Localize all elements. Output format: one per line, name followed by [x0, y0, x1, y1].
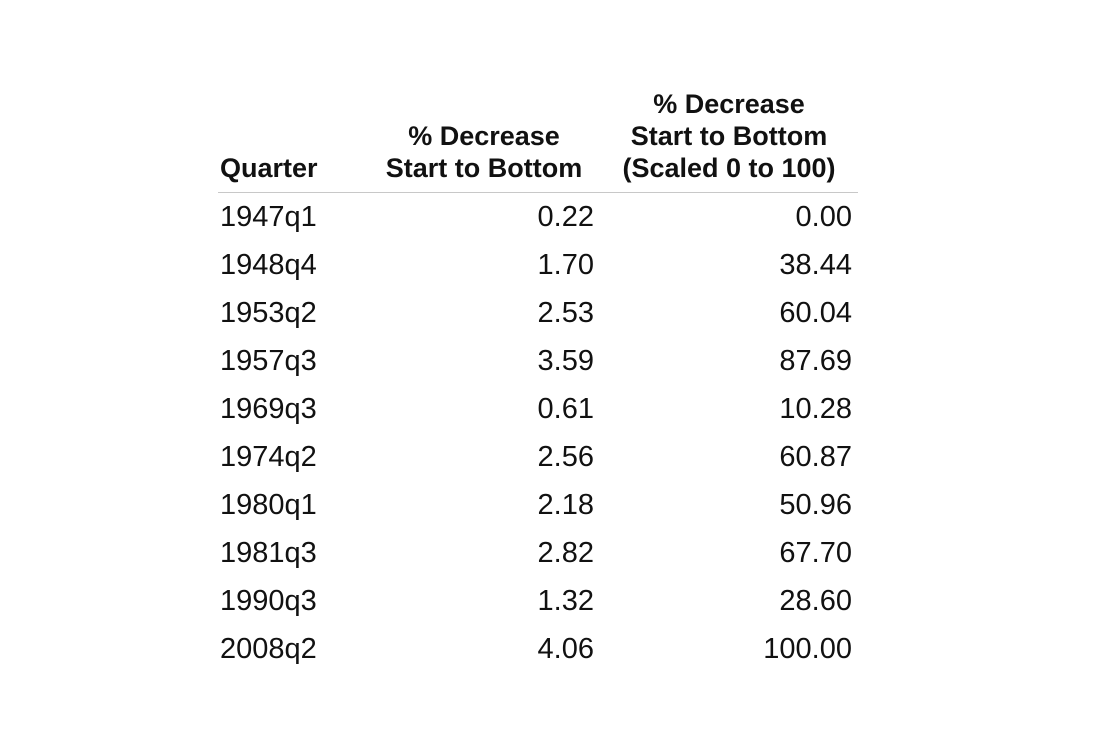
- table-row: 1957q3 3.59 87.69: [218, 337, 858, 385]
- cell-pct: 3.59: [537, 344, 594, 377]
- cell-scaled: 100.00: [763, 632, 852, 665]
- table-row: 1974q2 2.56 60.87: [218, 433, 858, 481]
- table-row: 1969q3 0.61 10.28: [218, 385, 858, 433]
- table-row: 1947q1 0.22 0.00: [218, 193, 858, 242]
- cell-pct: 2.18: [537, 488, 594, 521]
- table-body: 1947q1 0.22 0.00 1948q4 1.70 38.44 1953q…: [218, 193, 858, 674]
- header-pct-decrease-line-1: % Decrease: [408, 121, 560, 151]
- cell-quarter: 1948q4: [220, 248, 317, 281]
- cell-scaled: 28.60: [779, 584, 852, 617]
- cell-scaled: 60.04: [779, 296, 852, 329]
- cell-pct: 1.32: [537, 584, 594, 617]
- cell-pct: 0.61: [537, 392, 594, 425]
- cell-pct: 2.56: [537, 440, 594, 473]
- table-row: 1981q3 2.82 67.70: [218, 529, 858, 577]
- cell-pct: 2.53: [537, 296, 594, 329]
- cell-scaled: 67.70: [779, 536, 852, 569]
- table-row: 1990q3 1.32 28.60: [218, 577, 858, 625]
- cell-quarter: 1947q1: [220, 200, 317, 233]
- cell-scaled: 38.44: [779, 248, 852, 281]
- cell-scaled: 10.28: [779, 392, 852, 425]
- cell-quarter: 1990q3: [220, 584, 317, 617]
- cell-quarter: 1953q2: [220, 296, 317, 329]
- data-table-container: Quarter % Decrease Start to Bottom % Dec…: [218, 88, 858, 673]
- cell-scaled: 87.69: [779, 344, 852, 377]
- header-pct-decrease-line-2: Start to Bottom: [385, 153, 583, 183]
- table-row: 1953q2 2.53 60.04: [218, 289, 858, 337]
- cell-pct: 1.70: [537, 248, 594, 281]
- cell-pct: 4.06: [537, 632, 594, 665]
- header-quarter: Quarter: [218, 88, 368, 193]
- header-pct-scaled: % Decrease Start to Bottom (Scaled 0 to …: [600, 88, 858, 193]
- cell-quarter: 1981q3: [220, 536, 317, 569]
- cell-scaled: 0.00: [795, 200, 852, 233]
- cell-quarter: 1974q2: [220, 440, 317, 473]
- recession-decrease-table: Quarter % Decrease Start to Bottom % Dec…: [218, 88, 858, 673]
- header-pct-scaled-line-1: % Decrease: [653, 89, 805, 119]
- cell-scaled: 50.96: [779, 488, 852, 521]
- header-quarter-label: Quarter: [220, 153, 318, 183]
- table-row: 1948q4 1.70 38.44: [218, 241, 858, 289]
- cell-quarter: 1980q1: [220, 488, 317, 521]
- table-header-row: Quarter % Decrease Start to Bottom % Dec…: [218, 88, 858, 193]
- cell-scaled: 60.87: [779, 440, 852, 473]
- cell-pct: 2.82: [537, 536, 594, 569]
- table-row: 2008q2 4.06 100.00: [218, 625, 858, 673]
- cell-quarter: 1969q3: [220, 392, 317, 425]
- header-pct-scaled-line-2: Start to Bottom: [630, 121, 828, 151]
- table-row: 1980q1 2.18 50.96: [218, 481, 858, 529]
- header-pct-scaled-line-3: (Scaled 0 to 100): [622, 153, 836, 183]
- cell-quarter: 1957q3: [220, 344, 317, 377]
- cell-pct: 0.22: [537, 200, 594, 233]
- header-pct-decrease: % Decrease Start to Bottom: [368, 88, 600, 193]
- cell-quarter: 2008q2: [220, 632, 317, 665]
